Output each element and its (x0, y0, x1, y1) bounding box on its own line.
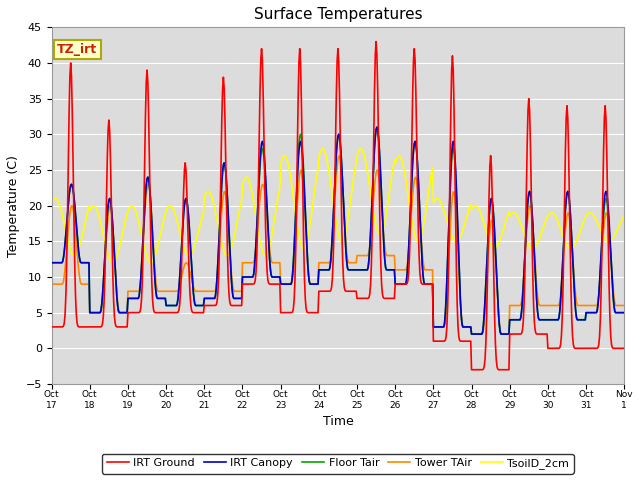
IRT Canopy (205, 296, 213, 301)
Floor Tair (408, 174, 416, 180)
Tower TAir (48, 281, 56, 287)
IRT Canopy (620, 310, 627, 315)
TsoilD_2cm (206, 190, 214, 195)
IRT Ground (58, 324, 66, 330)
TsoilD_2cm (409, 223, 417, 228)
Text: TZ_irt: TZ_irt (58, 43, 97, 56)
Tower TAir (335, 153, 342, 159)
TsoilD_2cm (620, 214, 627, 219)
TsoilD_2cm (426, 183, 433, 189)
Floor Tair (373, 124, 381, 130)
Tower TAir (425, 267, 433, 273)
Floor Tair (117, 310, 125, 315)
Legend: IRT Ground, IRT Canopy, Floor Tair, Tower TAir, TsoilD_2cm: IRT Ground, IRT Canopy, Floor Tair, Towe… (102, 454, 573, 474)
IRT Ground (48, 324, 56, 330)
IRT Ground (620, 346, 627, 351)
Floor Tair (48, 260, 56, 265)
X-axis label: Time: Time (323, 415, 353, 428)
Tower TAir (175, 285, 182, 291)
Line: TsoilD_2cm: TsoilD_2cm (52, 149, 623, 263)
TsoilD_2cm (357, 146, 365, 152)
IRT Canopy (425, 281, 433, 287)
Line: IRT Ground: IRT Ground (52, 42, 623, 370)
IRT Ground (468, 367, 476, 372)
IRT Canopy (117, 310, 125, 315)
Title: Surface Temperatures: Surface Temperatures (253, 7, 422, 22)
TsoilD_2cm (176, 228, 184, 234)
IRT Ground (425, 281, 433, 287)
Y-axis label: Temperature (C): Temperature (C) (7, 155, 20, 257)
TsoilD_2cm (118, 234, 125, 240)
IRT Ground (408, 135, 416, 141)
Tower TAir (205, 288, 213, 294)
Floor Tair (468, 331, 476, 337)
Tower TAir (58, 281, 66, 287)
Line: Tower TAir: Tower TAir (52, 156, 623, 334)
Floor Tair (425, 281, 433, 287)
IRT Canopy (175, 287, 182, 292)
IRT Ground (117, 324, 125, 330)
Floor Tair (58, 260, 66, 265)
IRT Canopy (48, 260, 56, 265)
IRT Canopy (408, 174, 416, 180)
Line: IRT Canopy: IRT Canopy (52, 127, 623, 334)
IRT Ground (175, 307, 182, 313)
Floor Tair (175, 287, 182, 292)
IRT Ground (205, 303, 213, 309)
Tower TAir (408, 202, 416, 208)
Line: Floor Tair: Floor Tair (52, 127, 623, 334)
TsoilD_2cm (109, 260, 116, 265)
TsoilD_2cm (48, 201, 56, 207)
IRT Canopy (468, 331, 476, 337)
Tower TAir (468, 331, 476, 337)
Floor Tair (205, 296, 213, 301)
Tower TAir (117, 310, 125, 315)
Floor Tair (620, 310, 627, 315)
IRT Canopy (58, 260, 66, 265)
IRT Ground (372, 39, 380, 45)
Tower TAir (620, 303, 627, 309)
TsoilD_2cm (58, 211, 66, 216)
IRT Canopy (373, 124, 381, 130)
